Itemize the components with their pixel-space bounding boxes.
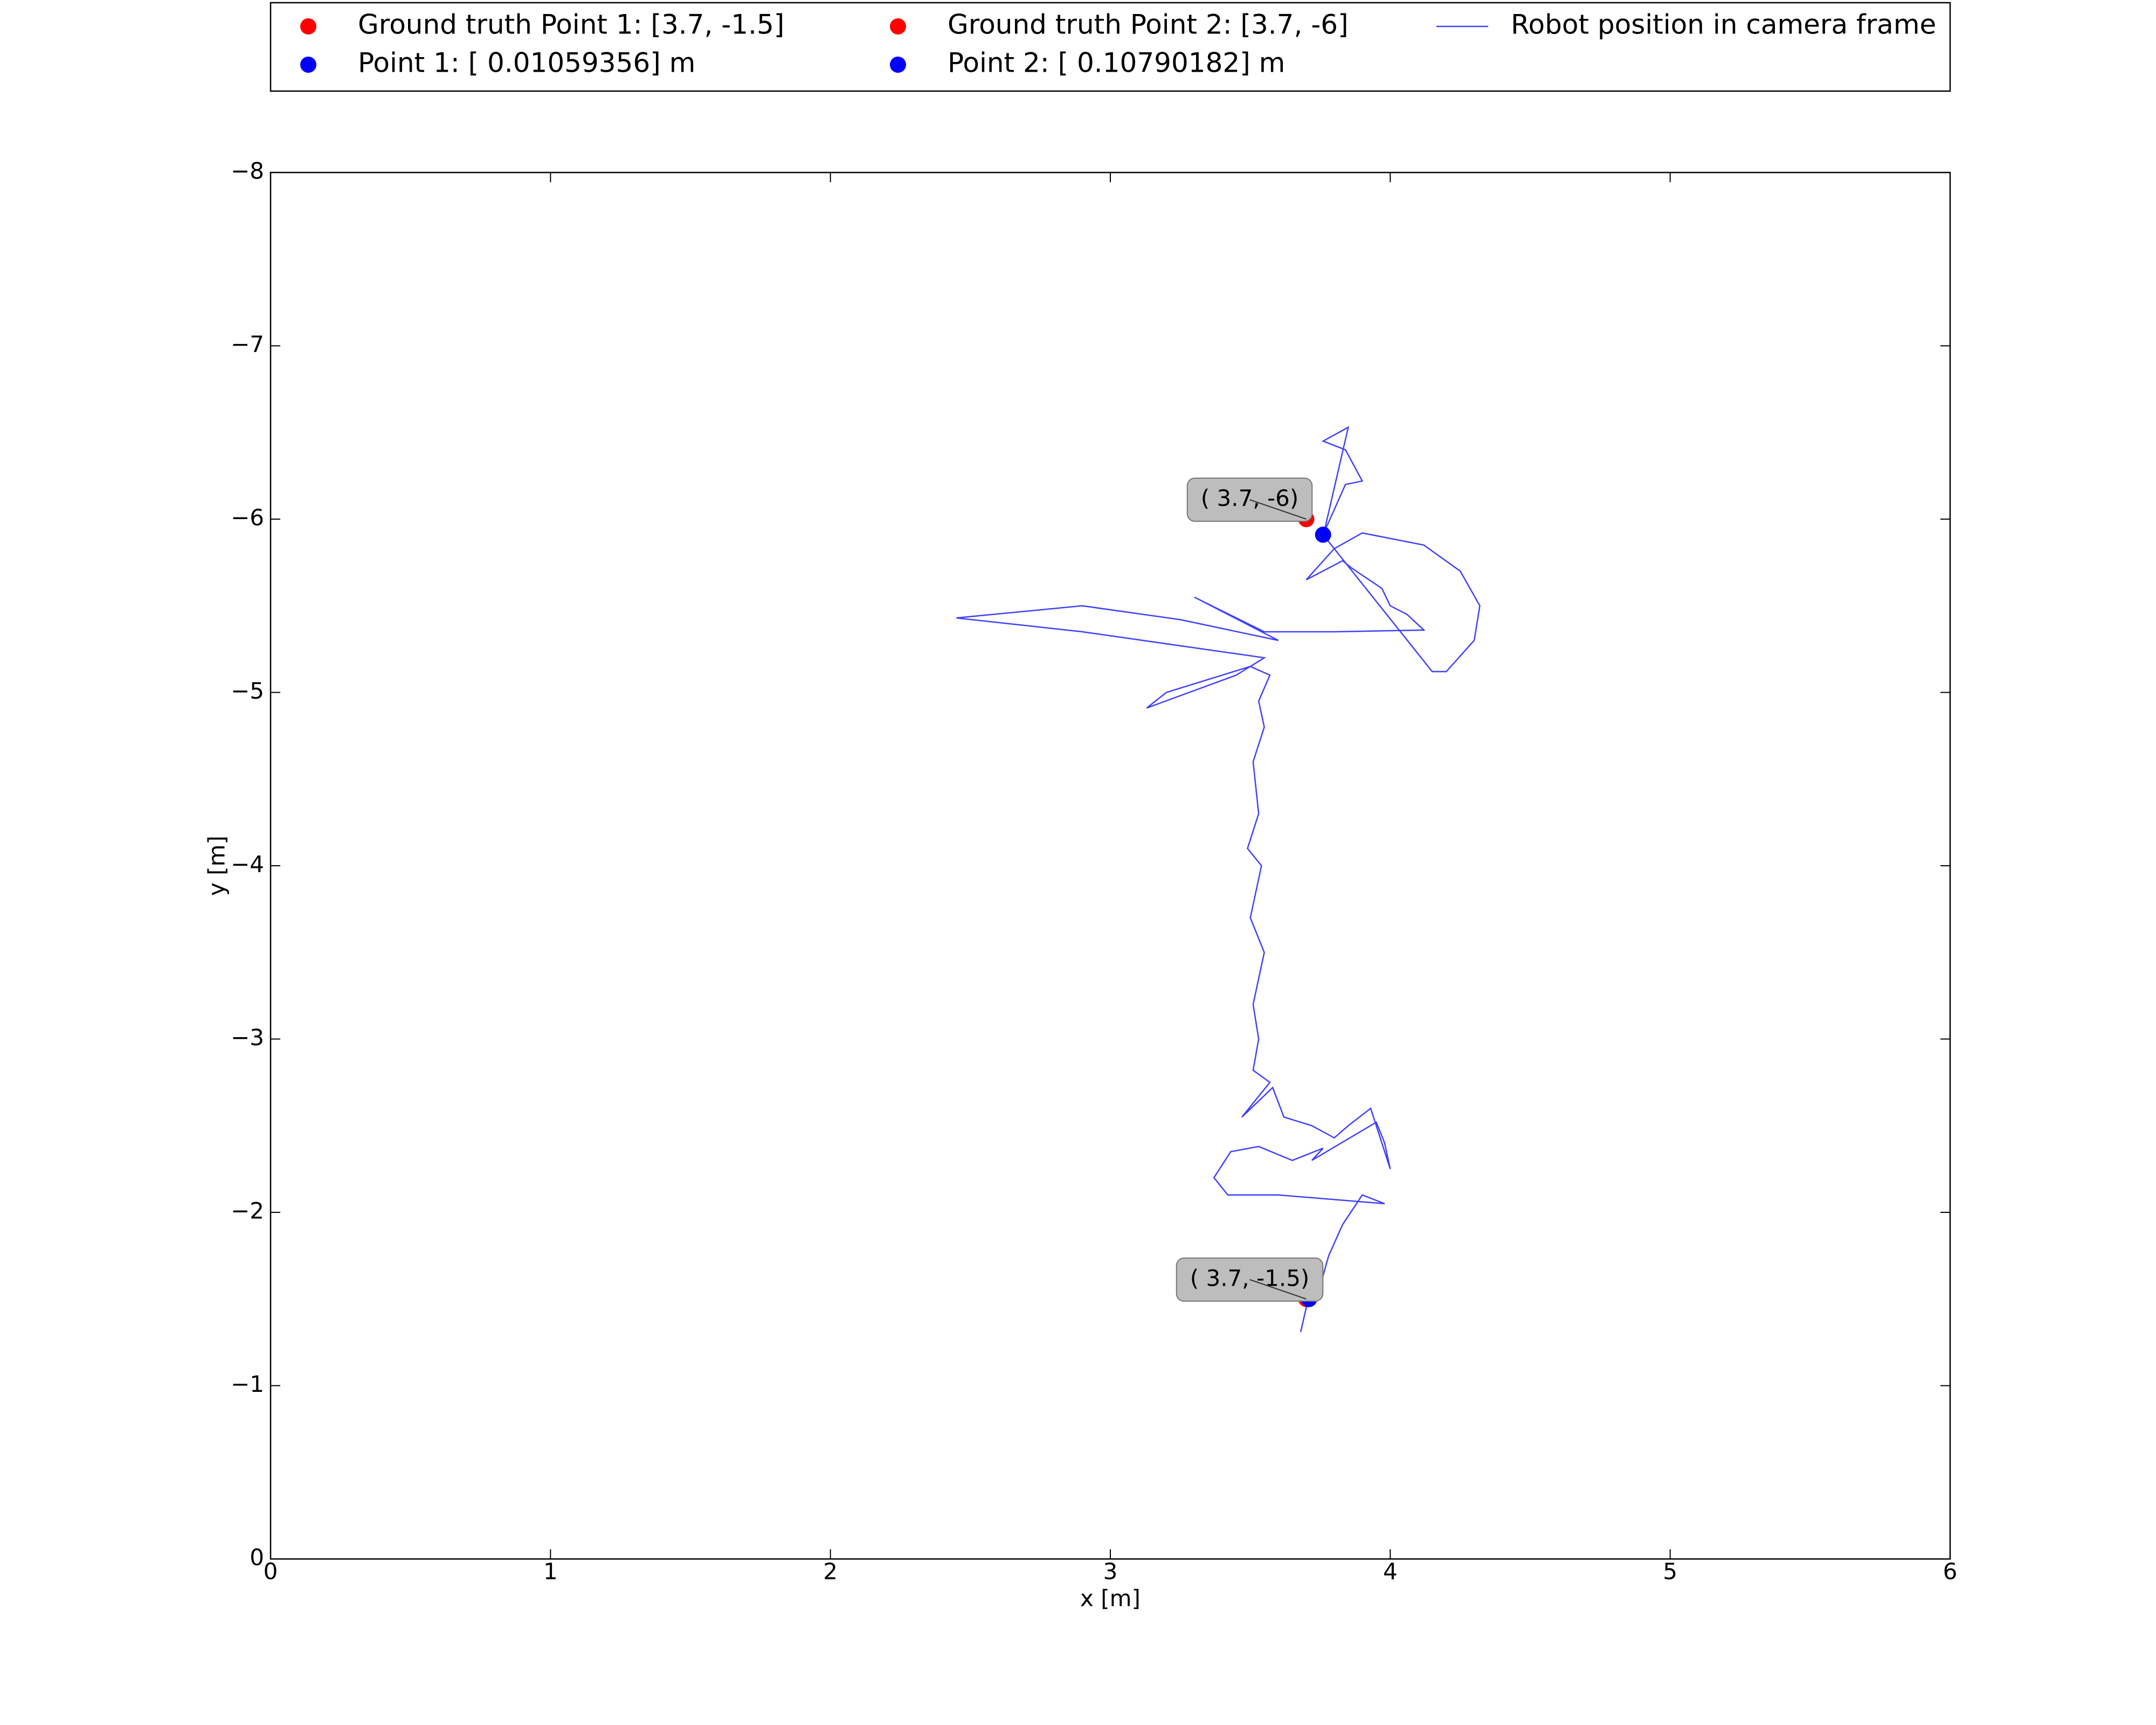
legend-label: Ground truth Point 2: [3.7, -6] bbox=[948, 9, 1349, 40]
y-tick-label: −2 bbox=[231, 1198, 264, 1224]
plot-frame bbox=[270, 171, 1951, 1560]
x-tick-label: 3 bbox=[1103, 1558, 1118, 1585]
y-tick-label: −3 bbox=[231, 1024, 264, 1051]
y-tick-label: −8 bbox=[231, 158, 264, 184]
y-tick-label: −6 bbox=[231, 505, 264, 531]
legend-label: Point 1: [ 0.01059356] m bbox=[358, 47, 695, 79]
legend-frame bbox=[270, 2, 1951, 92]
annotation-text: ( 3.7, -6) bbox=[1201, 485, 1299, 512]
legend-swatch bbox=[890, 57, 906, 73]
x-tick-label: 5 bbox=[1663, 1558, 1677, 1585]
point-marker bbox=[1315, 526, 1331, 543]
x-axis-label: x [m] bbox=[1080, 1585, 1141, 1612]
legend-swatch bbox=[890, 18, 906, 34]
legend-swatch bbox=[300, 57, 316, 73]
x-tick-label: 6 bbox=[1943, 1558, 1958, 1585]
legend-label: Ground truth Point 1: [3.7, -1.5] bbox=[358, 9, 784, 40]
legend-label: Point 2: [ 0.10790182] m bbox=[948, 47, 1285, 79]
annotation-text: ( 3.7, -1.5) bbox=[1190, 1265, 1310, 1291]
y-axis-label: y [m] bbox=[204, 836, 230, 896]
x-tick-label: 4 bbox=[1383, 1558, 1398, 1585]
x-tick-label: 0 bbox=[264, 1558, 278, 1585]
annotation-arrow bbox=[1249, 1279, 1307, 1300]
y-tick-label: 0 bbox=[250, 1544, 264, 1571]
y-tick-label: −4 bbox=[231, 851, 264, 878]
x-tick-label: 1 bbox=[543, 1558, 558, 1585]
legend-label: Robot position in camera frame bbox=[1511, 9, 1936, 40]
annotation-arrow bbox=[1249, 499, 1307, 520]
x-tick-label: 2 bbox=[823, 1558, 838, 1585]
y-tick-label: −1 bbox=[231, 1371, 264, 1397]
legend-swatch bbox=[300, 18, 316, 34]
y-tick-label: −7 bbox=[231, 331, 264, 357]
trajectory-line bbox=[956, 426, 1481, 1333]
y-tick-label: −5 bbox=[231, 678, 264, 704]
